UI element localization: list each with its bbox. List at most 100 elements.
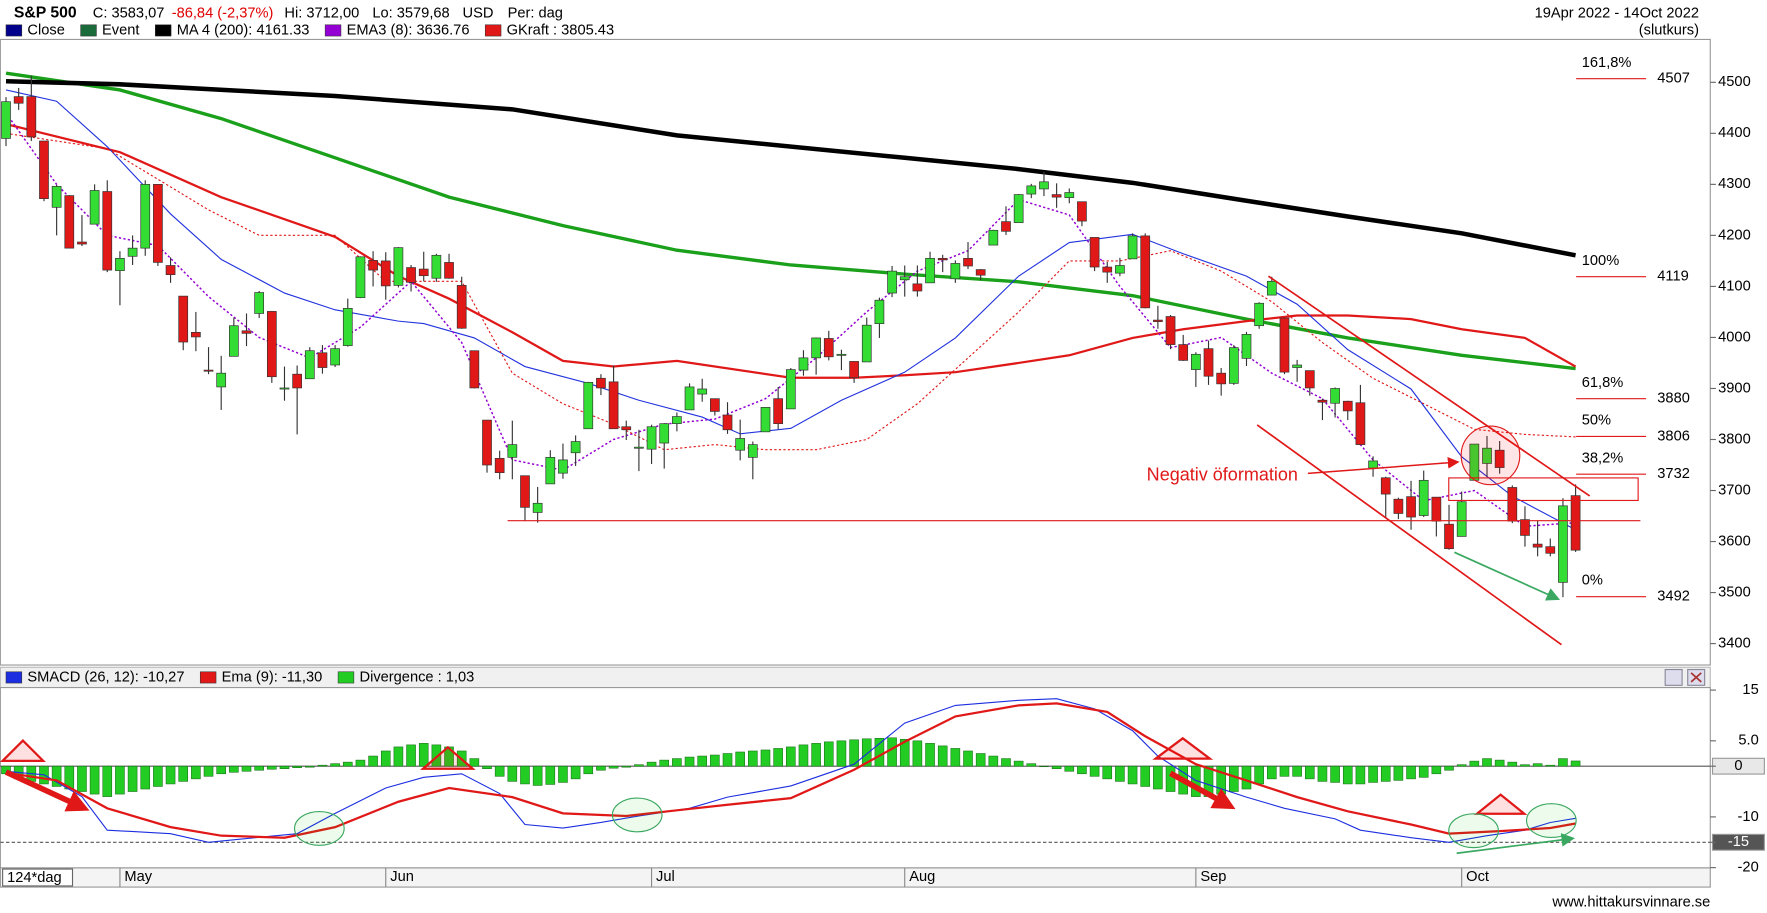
candle-body [710, 398, 720, 412]
candle-body [887, 270, 897, 294]
divergence-bar [646, 761, 657, 767]
divergence-bar [1051, 765, 1062, 770]
divergence-bar [368, 755, 378, 767]
candle-body [874, 299, 885, 325]
candle-body [899, 276, 910, 281]
candle-body [823, 338, 834, 358]
candle-body [950, 263, 961, 280]
candle-body [1368, 460, 1378, 469]
circle-marker [293, 810, 345, 846]
candle-body [545, 457, 556, 485]
divergence-bar [229, 765, 239, 773]
candle-body [1102, 266, 1113, 273]
candle-body [722, 414, 733, 431]
candle-body [1330, 388, 1340, 404]
candle-body [418, 268, 429, 277]
candle-body [1494, 449, 1505, 468]
divergence-bar [963, 750, 973, 767]
candle-body [241, 330, 252, 334]
y-tick-label: -10 [1738, 809, 1759, 825]
candle-body [1089, 237, 1100, 268]
candle-body [1406, 496, 1416, 518]
circle-marker [1448, 813, 1499, 849]
candle-body [292, 373, 302, 389]
header-item: Per: dag [508, 5, 563, 21]
candle-body [1241, 334, 1252, 359]
divergence-bar [292, 765, 302, 768]
divergence-bar [760, 749, 771, 767]
divergence-bar [279, 765, 290, 770]
candle-body [1520, 519, 1530, 536]
candle-body [659, 423, 670, 444]
divergence-bar [1558, 758, 1568, 767]
legend-label: SMACD (26, 12): -10,27 [27, 669, 184, 685]
candle-body [785, 369, 796, 410]
divergence-bar [520, 765, 530, 785]
divergence-bar [1013, 760, 1024, 767]
price-panel [0, 38, 1711, 666]
divergence-bar [1039, 765, 1049, 768]
candle-body [1532, 543, 1543, 548]
x-tick-label: Jul [656, 869, 675, 885]
header-item: Lo: 3579,68 [372, 5, 449, 21]
divergence-bar [380, 750, 391, 767]
divergence-bar [659, 759, 670, 767]
label-layer: C: 3583,07 -86,84 (-2,37%) Hi: 3712,00 Lo: … [5, 5, 1765, 888]
candle-body [1127, 235, 1138, 260]
arrow [1456, 833, 1575, 855]
candle-body [684, 386, 695, 411]
divergence-bar [849, 739, 859, 767]
candle-body [925, 258, 935, 284]
candle-body [444, 262, 454, 279]
tool-icon[interactable] [1664, 668, 1683, 686]
divergence-bar [1494, 759, 1505, 767]
divergence-bar [583, 765, 594, 775]
legend-swatch [337, 671, 355, 684]
fib-percent: 100% [1582, 253, 1619, 269]
candle-body [747, 444, 758, 458]
y-tick-label: -20 [1738, 860, 1759, 876]
candle-body [507, 444, 518, 458]
arrow [1169, 770, 1236, 810]
y-tick-label: 3500 [1718, 584, 1751, 600]
divergence-bar [621, 765, 632, 768]
header-item: -86,84 (-2,37%) [172, 5, 274, 21]
legend-label: Divergence : 1,03 [360, 669, 475, 685]
divergence-bar [634, 764, 644, 767]
divergence-bar [1241, 765, 1252, 790]
candle-body [1393, 498, 1404, 514]
divergence-bar [1001, 758, 1011, 767]
divergence-bar [684, 756, 695, 767]
divergence-bar [431, 744, 442, 767]
candle-body [1013, 194, 1024, 223]
fib-value: 4119 [1657, 269, 1688, 285]
candle-body [266, 311, 277, 378]
candle-body [1165, 316, 1176, 345]
divergence-bar [1279, 765, 1290, 777]
candle-body [317, 352, 328, 368]
candle-body [26, 96, 37, 138]
candle-body [849, 361, 859, 379]
fib-percent: 0% [1582, 573, 1603, 589]
triangle [1473, 793, 1528, 815]
candle-body [380, 260, 391, 287]
y-tick-label: 4000 [1718, 329, 1751, 345]
legend-swatch [5, 671, 23, 684]
divergence-bar [494, 765, 505, 777]
divergence-bar [305, 765, 315, 768]
legend-swatch [5, 24, 23, 37]
divergence-bar [608, 765, 619, 769]
divergence-bar [469, 758, 480, 767]
divergence-bar [912, 740, 923, 767]
candle-body [39, 140, 49, 199]
divergence-bar [342, 761, 353, 767]
triangle [1152, 736, 1214, 760]
candle-body [988, 229, 999, 246]
candle-body [1355, 402, 1366, 445]
arrow [1454, 551, 1561, 601]
divergence-bar [1102, 765, 1113, 780]
divergence-bar [241, 765, 252, 772]
divergence-bar [1304, 765, 1315, 780]
candle-body [1304, 370, 1315, 389]
y-tick-label: 4100 [1718, 278, 1751, 294]
